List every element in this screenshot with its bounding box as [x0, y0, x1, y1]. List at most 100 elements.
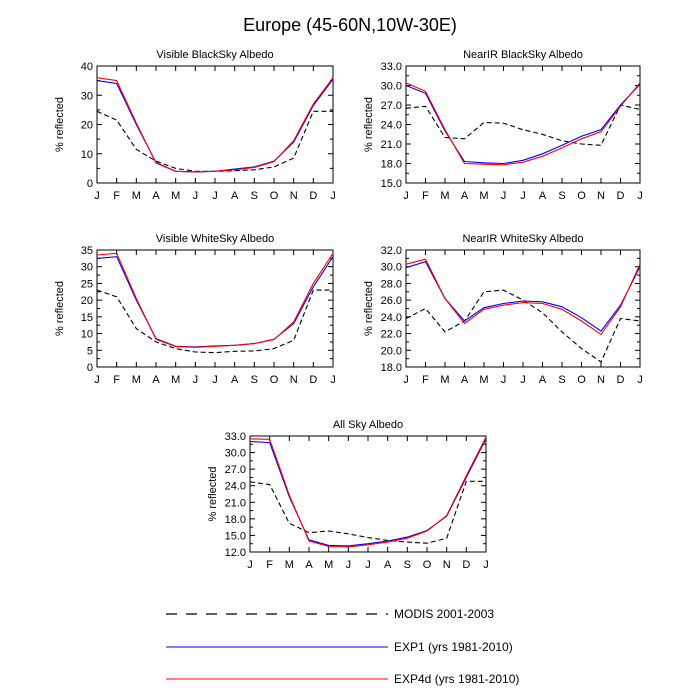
panel-title: Visible WhiteSky Albedo [156, 233, 274, 245]
y-tick-label: 27.0 [225, 464, 246, 476]
x-tick-label: A [231, 374, 239, 386]
x-tick-label: J [330, 374, 336, 386]
x-tick-label: M [285, 559, 294, 571]
y-tick-label: 10 [81, 329, 93, 341]
y-tick-label: 24.0 [381, 312, 402, 324]
x-tick-label: A [384, 559, 392, 571]
y-tick-label: 20 [81, 120, 93, 132]
series-line-modis [96, 289, 333, 354]
x-tick-label: O [577, 190, 586, 202]
x-tick-label: J [94, 374, 100, 386]
y-tick-label: 32.0 [381, 245, 402, 257]
x-tick-label: A [305, 559, 313, 571]
plot-frame [96, 65, 334, 184]
y-tick-label: 18.0 [381, 362, 402, 374]
x-tick-label: J [212, 374, 218, 386]
x-tick-label: J [247, 559, 253, 571]
y-tick-label: 30 [81, 90, 93, 102]
y-tick-label: 40 [81, 61, 93, 73]
y-tick-label: 30.0 [381, 262, 402, 274]
series-line-exp4d [405, 258, 641, 336]
y-tick-label: 30.0 [225, 448, 246, 460]
x-tick-label: N [597, 374, 605, 386]
y-tick-label: 12.0 [225, 547, 246, 559]
x-tick-label: J [520, 374, 526, 386]
series-line-exp1 [249, 438, 487, 547]
plot-frame [249, 435, 487, 553]
x-tick-label: S [404, 559, 411, 571]
y-axis-label: % reflected [207, 466, 219, 521]
x-tick-label: N [290, 374, 298, 386]
x-tick-label: J [403, 374, 409, 386]
x-tick-label: J [330, 190, 336, 202]
x-tick-label: A [539, 374, 547, 386]
y-tick-label: 27.0 [381, 100, 402, 112]
y-tick-label: 18.0 [225, 514, 246, 526]
x-tick-label: J [403, 190, 409, 202]
x-tick-label: A [152, 190, 160, 202]
y-tick-label: 24.0 [381, 120, 402, 132]
panel-title: NearIR WhiteSky Albedo [462, 233, 583, 245]
y-tick-label: 5 [87, 345, 93, 357]
x-tick-label: N [597, 190, 605, 202]
series-line-exp4d [96, 252, 334, 348]
x-tick-label: M [132, 190, 141, 202]
y-tick-label: 24.0 [225, 481, 246, 493]
y-tick-label: 35 [81, 245, 93, 257]
legend-label: EXP1 (yrs 1981-2010) [394, 640, 513, 654]
panel-all-sky-albedo: All Sky Albedo % reflected 12.0 15.0 18.0 21.… [207, 419, 489, 571]
panel-title: All Sky Albedo [333, 419, 403, 431]
x-tick-label: M [171, 374, 180, 386]
series-line-exp1 [405, 261, 641, 332]
x-tick-label: J [483, 559, 489, 571]
series-line-exp1 [405, 83, 641, 165]
x-tick-label: O [270, 190, 279, 202]
x-tick-label: A [461, 190, 469, 202]
x-tick-label: M [324, 559, 333, 571]
chart-panels: Visible BlackSky Albedo % reflected 0 10 20 3… [54, 49, 643, 571]
series-line-exp4d [405, 82, 641, 166]
series-line-modis [96, 110, 333, 172]
series-line-exp4d [249, 436, 487, 548]
y-axis-label: % reflected [363, 281, 375, 336]
panel-title: NearIR BlackSky Albedo [463, 49, 583, 61]
x-tick-label: J [637, 374, 643, 386]
x-tick-label: F [266, 559, 273, 571]
x-tick-label: F [113, 190, 120, 202]
series-line-exp4d [96, 77, 334, 173]
series-line-exp1 [96, 78, 334, 173]
y-axis-label: % reflected [363, 97, 375, 152]
legend: MODIS 2001-2003 EXP1 (yrs 1981-2010) EXP4d… [166, 607, 519, 686]
y-tick-label: 22.0 [381, 329, 402, 341]
x-tick-label: S [558, 190, 565, 202]
x-tick-label: F [422, 374, 429, 386]
x-tick-label: A [152, 374, 160, 386]
x-tick-label: S [251, 190, 258, 202]
y-tick-label: 10 [81, 149, 93, 161]
x-tick-label: S [558, 374, 565, 386]
x-tick-label: A [231, 190, 239, 202]
y-tick-label: 30 [81, 262, 93, 274]
x-tick-label: F [113, 374, 120, 386]
y-tick-label: 20.0 [381, 345, 402, 357]
y-tick-label: 18.0 [381, 159, 402, 171]
series-line-modis [405, 289, 641, 363]
panel-visible-whitesky-albedo: Visible WhiteSky Albedo % reflected 0 5 10 15… [54, 233, 336, 386]
x-tick-label: D [309, 374, 317, 386]
series-line-exp1 [96, 256, 334, 348]
x-tick-label: J [212, 190, 218, 202]
x-tick-label: J [501, 374, 507, 386]
x-tick-label: M [171, 190, 180, 202]
y-tick-label: 33.0 [225, 431, 246, 443]
y-tick-label: 30.0 [381, 81, 402, 93]
y-tick-label: 20 [81, 295, 93, 307]
y-axis-label: % reflected [54, 281, 66, 336]
x-tick-label: O [423, 559, 432, 571]
plot-frame [405, 249, 641, 368]
x-tick-label: J [520, 190, 526, 202]
figure-title: Europe (45-60N,10W-30E) [243, 15, 457, 35]
x-tick-label: J [501, 190, 507, 202]
x-tick-label: D [309, 190, 317, 202]
x-tick-label: O [270, 374, 279, 386]
